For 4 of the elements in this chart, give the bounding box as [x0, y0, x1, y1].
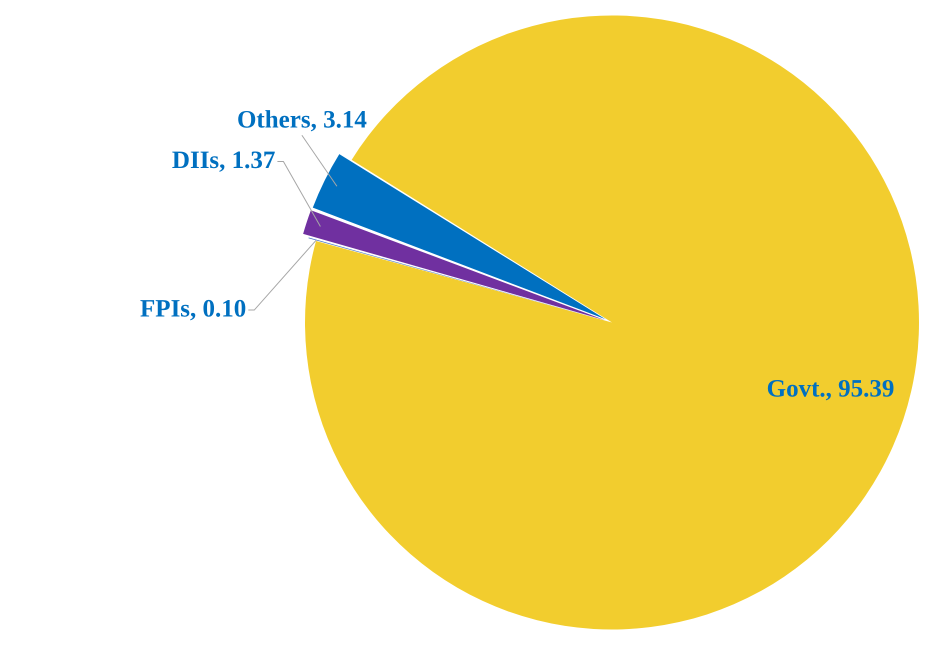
slice-label: DIIs, 1.37	[172, 146, 276, 174]
slice-label: Govt., 95.39	[766, 375, 894, 402]
slice-label: Others, 3.14	[236, 106, 368, 134]
slice-label: FPIs, 0.10	[140, 295, 246, 322]
